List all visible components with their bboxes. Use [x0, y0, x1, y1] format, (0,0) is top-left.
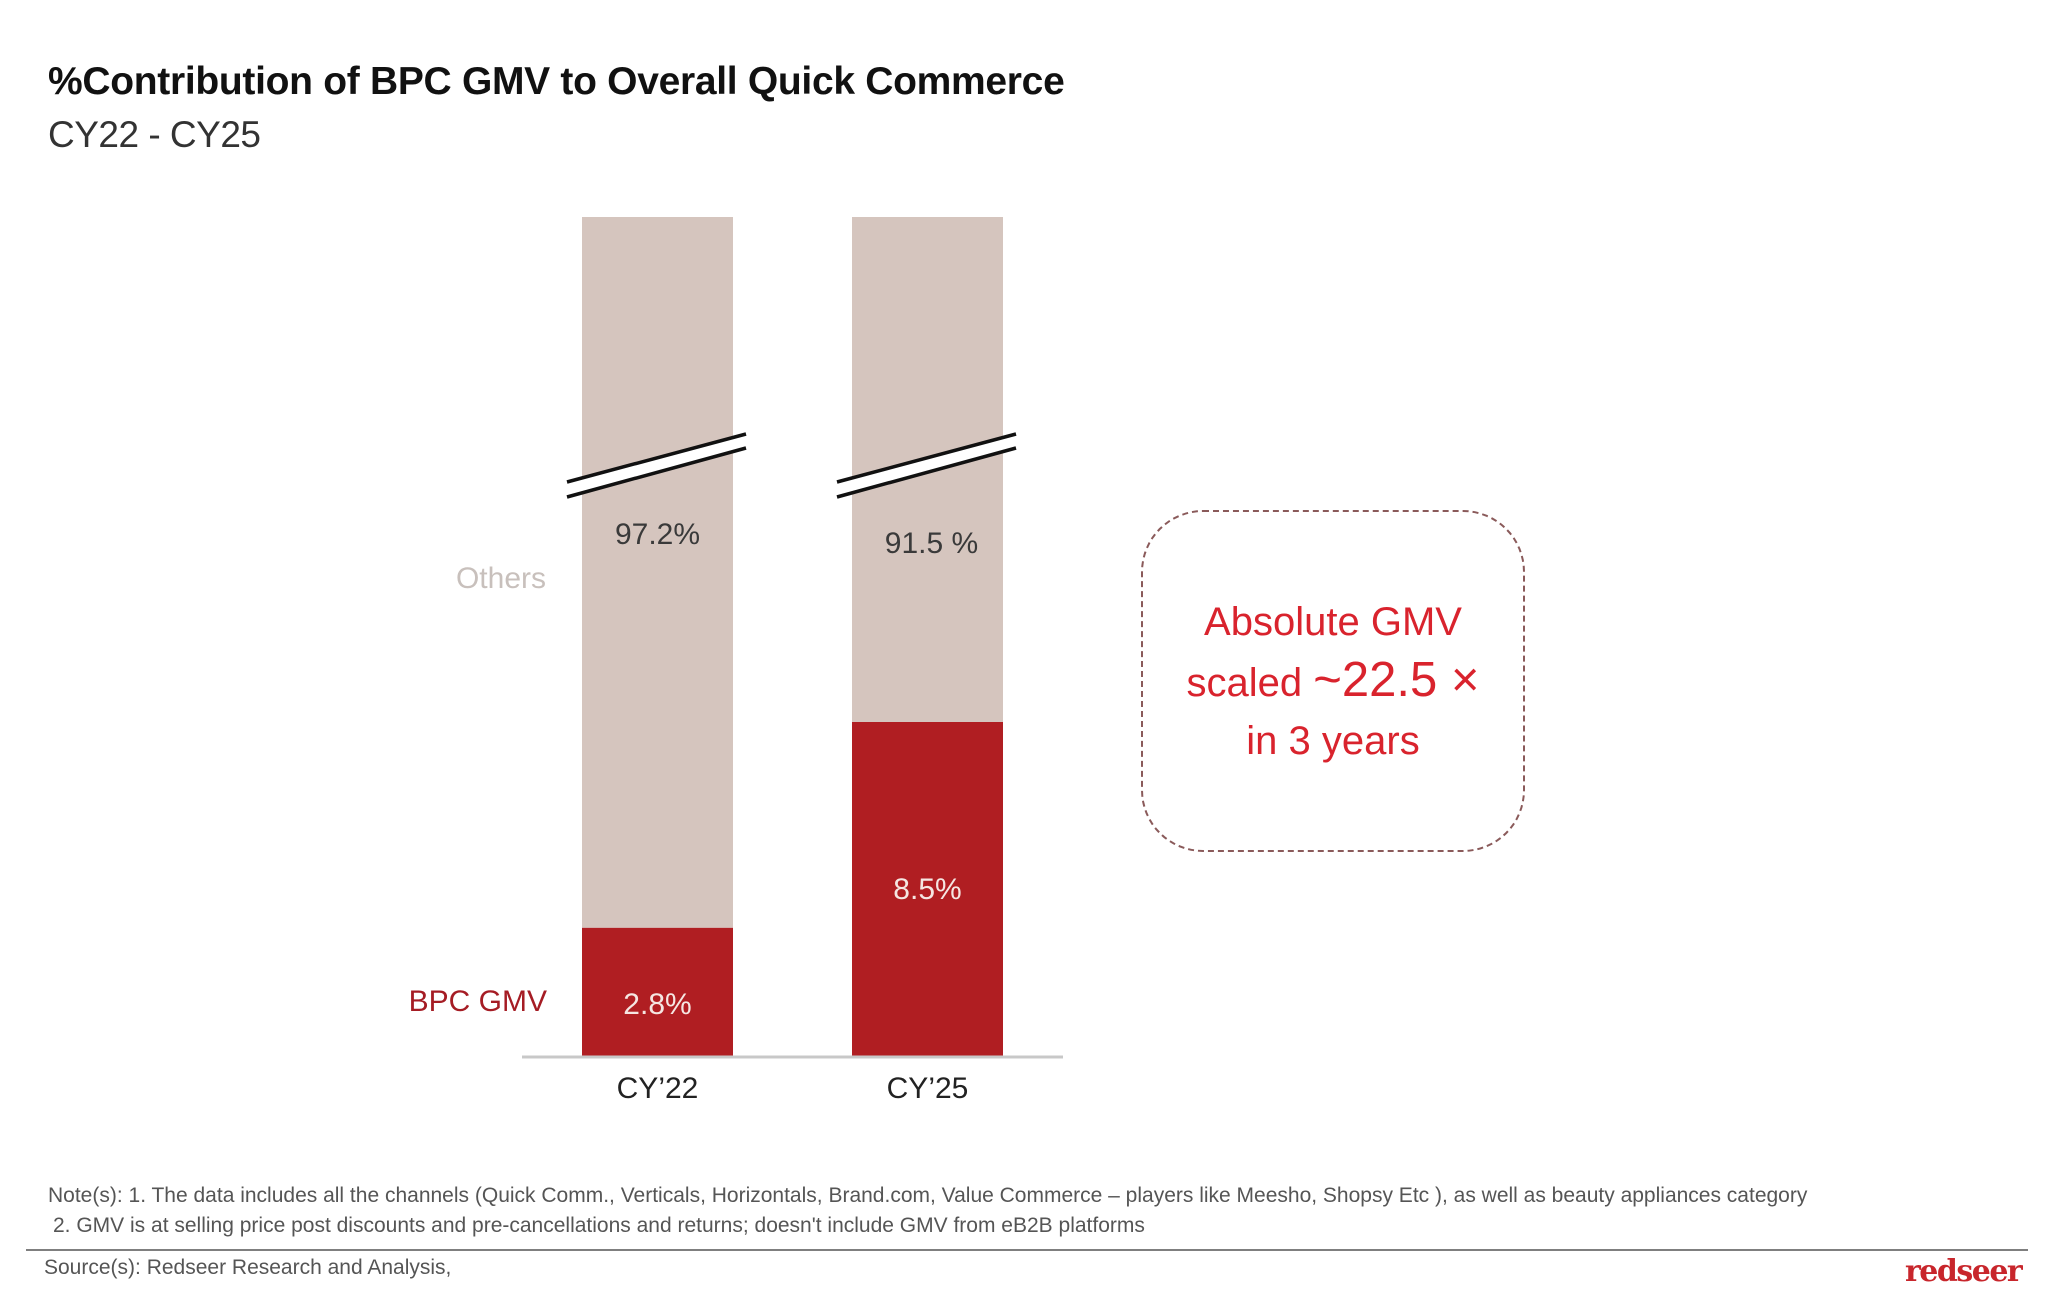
chart-title: %Contribution of BPC GMV to Overall Quic… [48, 60, 1065, 103]
bar-bpc-gmv-0 [582, 927, 733, 1056]
axis-break-line-1-1 [836, 446, 1017, 499]
axis-break-gap-0 [567, 434, 746, 497]
value-label-bpc-gmv-1: 8.5% [893, 873, 961, 906]
annotation-line-2: scaled ~22.5 × [1187, 651, 1480, 712]
legend-label-bpc-gmv: BPC GMV [409, 985, 547, 1018]
footnotes: Note(s): 1. The data includes all the ch… [48, 1181, 1807, 1241]
value-label-others-0: 97.2% [615, 518, 700, 551]
axis-break-line-0-0 [566, 432, 747, 484]
annotation-line-1: Absolute GMV [1204, 599, 1462, 644]
footnote-2: 2. GMV is at selling price post discount… [53, 1214, 1145, 1237]
source-text: Source(s): Redseer Research and Analysis… [44, 1256, 452, 1279]
value-label-others-1: 91.5 % [885, 527, 978, 560]
value-label-bpc-gmv-0: 2.8% [623, 988, 691, 1021]
bar-others-0 [582, 217, 733, 928]
x-tick-label-1: CY’25 [887, 1072, 969, 1105]
legend-label-others: Others [456, 562, 546, 595]
bar-bpc-gmv-1 [852, 722, 1003, 1056]
annotation-line-2-prefix: scaled [1186, 660, 1314, 705]
chart-subtitle: CY22 - CY25 [48, 114, 261, 155]
bars-layer [582, 217, 1003, 1056]
footnote-1: Note(s): 1. The data includes all the ch… [48, 1184, 1808, 1207]
axis-break-line-1-0 [836, 432, 1017, 484]
x-tick-label-0: CY’22 [617, 1072, 699, 1105]
redseer-logo: redseer [1905, 1254, 2023, 1289]
annotation-line-3: in 3 years [1246, 718, 1420, 763]
axis-breaks [566, 432, 1017, 499]
annotation-growth-multiple: ~22.5 × [1313, 652, 1480, 707]
annotation-callout: Absolute GMV scaled ~22.5 × in 3 years [1141, 510, 1525, 852]
axis-break-line-0-1 [566, 446, 747, 499]
labels-layer: 97.2% 2.8% CY’22 91.5 % 8.5% CY’25 [615, 518, 978, 1105]
footer-divider [26, 1249, 2028, 1251]
axis-break-gap-1 [837, 434, 1016, 497]
